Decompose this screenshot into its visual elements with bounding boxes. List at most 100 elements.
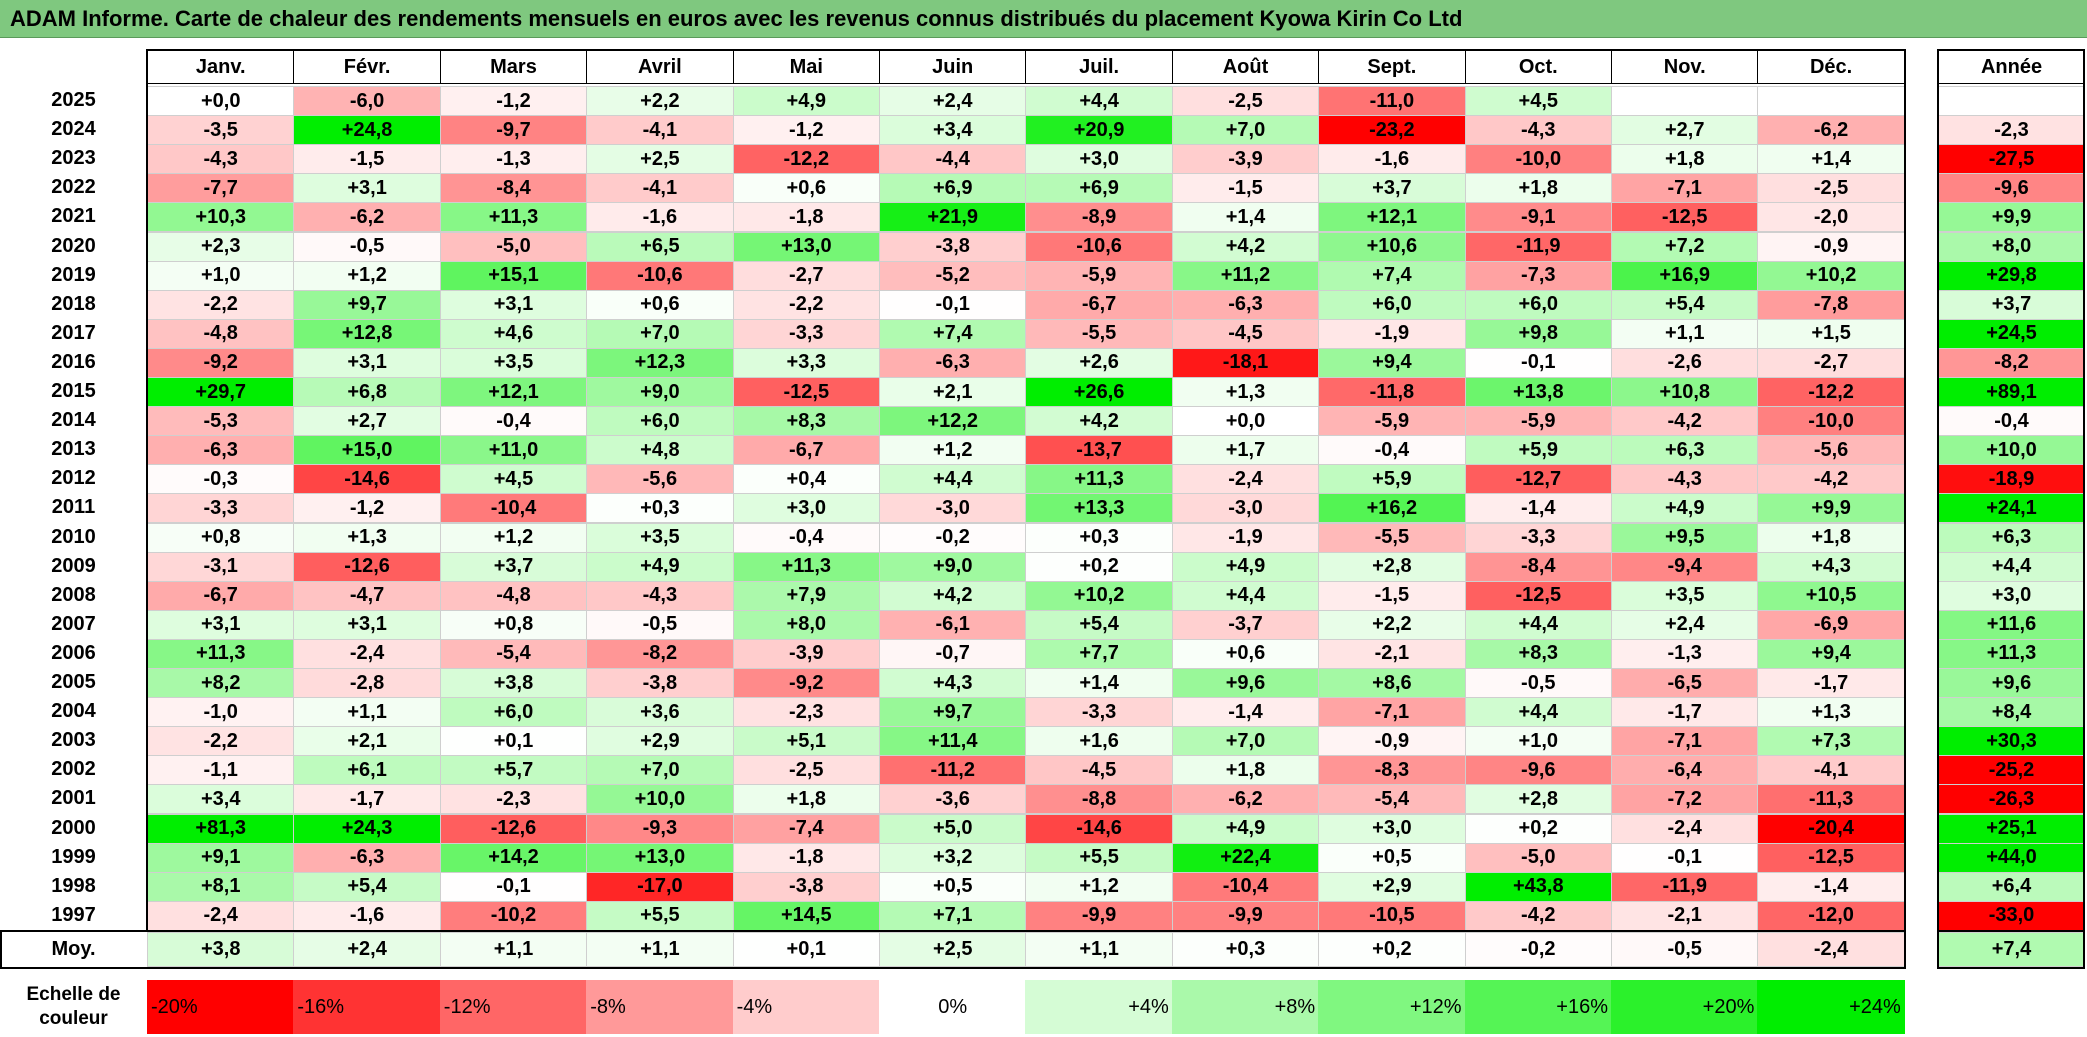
annual-cell: [1938, 86, 2085, 117]
heatmap-cell: -9,2: [732, 668, 880, 699]
annual-cell: +44,0: [1938, 842, 2085, 873]
heatmap-cell: +2,7: [1611, 115, 1759, 146]
heatmap-cell: +11,4: [879, 726, 1027, 757]
heatmap-cell: +6,3: [1611, 435, 1759, 466]
heatmap-cell: -3,5: [147, 115, 295, 146]
heatmap-cell: -10,6: [586, 260, 734, 291]
heatmap-cell: +7,7: [1025, 638, 1173, 669]
heatmap-cell: +2,5: [586, 144, 734, 175]
heatmap-cell: +1,1: [293, 697, 441, 728]
heatmap-cell: -5,6: [586, 464, 734, 495]
year-label: 2022: [51, 176, 96, 199]
heatmap-cell: -0,5: [293, 231, 441, 262]
heatmap-cell: +5,4: [293, 871, 441, 902]
heatmap-cell: +10,0: [586, 784, 734, 815]
heatmap-cell: -0,1: [439, 871, 588, 902]
annual-cell: -8,2: [1938, 347, 2085, 378]
heatmap-cell: +2,4: [1611, 609, 1759, 640]
heatmap-cell: -11,8: [1318, 377, 1466, 408]
heatmap-cell: -1,7: [1611, 697, 1759, 728]
heatmap-cell: +0,2: [1025, 551, 1173, 582]
heatmap-cell: -0,4: [439, 406, 588, 437]
heatmap-cell: -0,2: [879, 522, 1027, 553]
heatmap-cell: +1,2: [439, 522, 588, 553]
heatmap-cell: +21,9: [879, 202, 1027, 233]
annual-cell: +24,1: [1938, 493, 2085, 524]
annual-header: Année: [1938, 50, 2085, 84]
year-label: 2024: [51, 118, 96, 141]
heatmap-cell: +0,3: [586, 493, 734, 524]
year-label: 2010: [51, 525, 96, 548]
heatmap-cell: -1,9: [1171, 522, 1320, 553]
scale-swatch: -4%: [732, 980, 880, 1034]
heatmap-cell: -7,2: [1611, 784, 1759, 815]
heatmap-cell: -12,6: [439, 813, 588, 844]
annual-cell: -9,6: [1938, 173, 2085, 204]
heatmap-cell: -5,9: [1025, 260, 1173, 291]
heatmap-cell: -5,9: [1464, 406, 1612, 437]
annual-cell: +3,0: [1938, 580, 2085, 611]
heatmap-cell: +1,4: [1025, 668, 1173, 699]
heatmap-cell: -7,8: [1757, 289, 1905, 320]
heatmap-cell: +2,3: [147, 231, 295, 262]
heatmap-cell: -2,4: [147, 900, 295, 931]
heatmap-cell: -1,5: [1318, 580, 1466, 611]
heatmap-cell: +1,7: [1171, 435, 1320, 466]
heatmap-cell: +4,9: [1171, 813, 1320, 844]
heatmap-cell: +43,8: [1464, 871, 1612, 902]
heatmap-cell: -4,2: [1464, 900, 1612, 931]
annual-cell: +6,3: [1938, 522, 2085, 553]
heatmap-cell: -10,4: [1171, 871, 1320, 902]
heatmap-cell: -4,2: [1611, 406, 1759, 437]
heatmap-cell: +11,0: [439, 435, 588, 466]
heatmap-cell: -4,4: [879, 144, 1027, 175]
heatmap-cell: -7,7: [147, 173, 295, 204]
heatmap-cell: -3,1: [147, 551, 295, 582]
heatmap-cell: +4,3: [1757, 551, 1905, 582]
year-label: 2016: [51, 350, 96, 373]
scale-swatch: +4%: [1025, 980, 1173, 1034]
heatmap-cell: -8,4: [439, 173, 588, 204]
heatmap-cell: +2,1: [879, 377, 1027, 408]
heatmap-cell: -12,2: [1757, 377, 1905, 408]
average-annual-cell: +7,4: [1938, 932, 2085, 967]
heatmap-cell: -5,2: [879, 260, 1027, 291]
heatmap-cell: +7,4: [879, 318, 1027, 349]
heatmap-cell: -9,6: [1464, 755, 1612, 786]
heatmap-cell: -0,9: [1318, 726, 1466, 757]
heatmap-cell: -1,4: [1757, 871, 1905, 902]
heatmap-cell: -1,5: [293, 144, 441, 175]
heatmap-cell: -10,2: [439, 900, 588, 931]
scale-swatch: -16%: [293, 980, 441, 1034]
heatmap-cell: +14,2: [439, 842, 588, 873]
heatmap-cell: +13,3: [1025, 493, 1173, 524]
heatmap-cell: +1,0: [1464, 726, 1612, 757]
heatmap-cell: +1,8: [732, 784, 880, 815]
column-header: Oct.: [1464, 50, 1612, 84]
heatmap-cell: +10,2: [1757, 260, 1905, 291]
heatmap-cell: +13,8: [1464, 377, 1612, 408]
heatmap-cell: +12,2: [879, 406, 1027, 437]
year-label: 1999: [51, 845, 96, 868]
heatmap-cell: -1,4: [1464, 493, 1612, 524]
column-header: Mars: [439, 50, 588, 84]
heatmap-cell: -2,4: [1611, 813, 1759, 844]
heatmap-cell: +0,1: [439, 726, 588, 757]
heatmap-cell: -1,6: [586, 202, 734, 233]
column-header: Mai: [732, 50, 880, 84]
heatmap-cell: -5,0: [1464, 842, 1612, 873]
heatmap-cell: -2,5: [1171, 86, 1320, 117]
heatmap-cell: -6,0: [293, 86, 441, 117]
heatmap-cell: -5,0: [439, 231, 588, 262]
heatmap-cell: -9,3: [586, 813, 734, 844]
heatmap-cell: -23,2: [1318, 115, 1466, 146]
heatmap-cell: +7,9: [732, 580, 880, 611]
heatmap-cell: -7,4: [732, 813, 880, 844]
annual-cell: -26,3: [1938, 784, 2085, 815]
heatmap-cell: +9,6: [1171, 668, 1320, 699]
heatmap-cell: -8,4: [1464, 551, 1612, 582]
heatmap-cell: +13,0: [586, 842, 734, 873]
heatmap-cell: -2,4: [293, 638, 441, 669]
heatmap-cell: -2,4: [1171, 464, 1320, 495]
heatmap-cell: +12,1: [439, 377, 588, 408]
